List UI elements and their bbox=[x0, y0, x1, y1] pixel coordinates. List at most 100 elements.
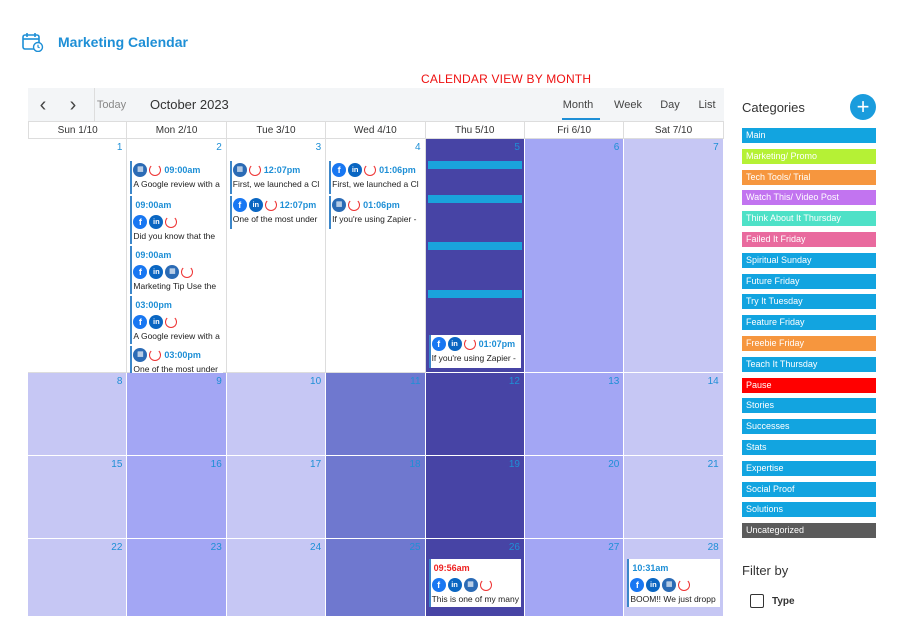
day-number[interactable]: 7 bbox=[713, 142, 719, 153]
category-item[interactable]: Try It Tuesday bbox=[742, 294, 876, 310]
day-cell[interactable]: 22 bbox=[28, 539, 128, 617]
day-cell[interactable]: 16 bbox=[127, 456, 227, 539]
event-bar[interactable] bbox=[427, 290, 522, 298]
day-cell[interactable]: 19 bbox=[425, 456, 525, 539]
category-item[interactable]: Spiritual Sunday bbox=[742, 252, 876, 268]
day-number[interactable]: 8 bbox=[116, 376, 123, 387]
day-number[interactable]: 18 bbox=[409, 459, 421, 470]
day-cell[interactable]: 12 bbox=[425, 373, 525, 456]
today-button[interactable]: Today bbox=[94, 88, 128, 121]
category-item[interactable]: Stats bbox=[742, 439, 876, 455]
day-number[interactable]: 25 bbox=[409, 542, 421, 553]
calendar-event[interactable]: ▦ 01:06pm If you're using Zapier - bbox=[329, 196, 422, 229]
calendar-event[interactable]: 10:31am f in ▦ BOOM!! We just dropp bbox=[627, 559, 720, 607]
day-number[interactable]: 3 bbox=[315, 142, 322, 153]
day-number[interactable]: 28 bbox=[707, 542, 719, 553]
day-cell[interactable]: 10 bbox=[226, 373, 327, 456]
event-bar[interactable] bbox=[427, 242, 522, 250]
filter-type-row[interactable]: Type bbox=[750, 594, 795, 608]
calendar-event[interactable]: 09:00am f in Did you know that the bbox=[130, 196, 223, 244]
category-item[interactable]: Freebie Friday bbox=[742, 335, 876, 351]
category-item[interactable]: Solutions bbox=[742, 502, 876, 518]
day-number[interactable]: 4 bbox=[415, 142, 421, 153]
day-number[interactable]: 26 bbox=[508, 542, 520, 553]
event-bar[interactable] bbox=[427, 161, 522, 169]
category-item[interactable]: Social Proof bbox=[742, 481, 876, 497]
day-cell[interactable]: 17 bbox=[226, 456, 327, 539]
view-week-button[interactable]: Week bbox=[614, 98, 642, 111]
day-number[interactable]: 5 bbox=[514, 142, 520, 153]
day-number[interactable]: 6 bbox=[613, 142, 620, 153]
day-number[interactable]: 17 bbox=[310, 459, 322, 470]
category-item[interactable]: Stories bbox=[742, 398, 876, 414]
day-number[interactable]: 21 bbox=[707, 459, 719, 470]
category-item[interactable]: Tech Tools/ Trial bbox=[742, 169, 876, 185]
day-number[interactable]: 20 bbox=[608, 459, 620, 470]
day-number[interactable]: 22 bbox=[111, 542, 123, 553]
day-number[interactable]: 11 bbox=[410, 376, 421, 387]
day-number[interactable]: 19 bbox=[508, 459, 520, 470]
view-list-button[interactable]: List bbox=[698, 98, 716, 111]
category-item[interactable]: Watch This/ Video Post bbox=[742, 190, 876, 206]
view-day-button[interactable]: Day bbox=[660, 98, 680, 111]
day-cell[interactable]: 5 f in 01:07pm If you're using Zapier - bbox=[425, 139, 525, 373]
category-item[interactable]: Marketing/ Promo bbox=[742, 148, 876, 164]
day-cell[interactable]: 1 bbox=[28, 139, 128, 373]
event-bar[interactable] bbox=[427, 195, 522, 203]
day-number[interactable]: 15 bbox=[111, 459, 123, 470]
calendar-event[interactable]: f in 01:06pm First, we launched a Cl bbox=[329, 161, 422, 194]
day-number[interactable]: 24 bbox=[310, 542, 322, 553]
day-number[interactable]: 13 bbox=[608, 376, 620, 387]
category-item[interactable]: Future Friday bbox=[742, 273, 876, 289]
day-number[interactable]: 14 bbox=[707, 376, 719, 387]
day-cell[interactable]: 7 bbox=[624, 139, 724, 373]
day-number[interactable]: 9 bbox=[216, 376, 222, 387]
day-cell[interactable]: 13 bbox=[524, 373, 625, 456]
day-cell[interactable]: 6 bbox=[524, 139, 625, 373]
add-category-button[interactable]: + bbox=[850, 94, 876, 120]
day-cell[interactable]: 27 bbox=[524, 539, 625, 617]
day-cell[interactable]: 28 10:31am f in ▦ BOOM!! We just dropp bbox=[624, 539, 724, 617]
category-item[interactable]: Think About It Thursday bbox=[742, 211, 876, 227]
day-number[interactable]: 10 bbox=[310, 376, 322, 387]
category-item[interactable]: Uncategorized bbox=[742, 523, 876, 539]
category-item[interactable]: Teach It Thursday bbox=[742, 356, 876, 372]
calendar-event[interactable]: 09:56am f in ▦ This is one of my many bbox=[428, 559, 521, 607]
calendar-event[interactable]: f in 01:07pm If you're using Zapier - bbox=[428, 335, 521, 368]
day-number[interactable]: 16 bbox=[210, 459, 222, 470]
day-cell[interactable]: 24 bbox=[226, 539, 327, 617]
calendar-event[interactable]: f in 12:07pm One of the most under bbox=[229, 196, 323, 229]
category-item[interactable]: Expertise bbox=[742, 460, 876, 476]
day-cell[interactable]: 23 bbox=[127, 539, 227, 617]
category-item[interactable]: Successes bbox=[742, 419, 876, 435]
day-cell[interactable]: 18 bbox=[326, 456, 426, 539]
day-cell[interactable]: 14 bbox=[624, 373, 724, 456]
category-item[interactable]: Pause bbox=[742, 377, 876, 393]
category-item[interactable]: Main bbox=[742, 128, 876, 143]
day-cell[interactable]: 2 ▦ 09:00am A Google review with a 09:00am f i… bbox=[127, 139, 227, 379]
day-number[interactable]: 1 bbox=[116, 142, 123, 153]
day-number[interactable]: 27 bbox=[608, 542, 620, 553]
day-cell[interactable]: 20 bbox=[524, 456, 625, 539]
day-cell[interactable]: 15 bbox=[28, 456, 128, 539]
type-checkbox[interactable] bbox=[750, 594, 764, 608]
day-number[interactable]: 2 bbox=[216, 142, 222, 153]
day-number[interactable]: 23 bbox=[210, 542, 222, 553]
calendar-event[interactable]: 09:00am f in ▦ Marketing Tip Use the bbox=[130, 246, 223, 294]
view-month-button[interactable]: Month bbox=[553, 88, 603, 121]
day-number[interactable]: 12 bbox=[508, 376, 520, 387]
prev-month-button[interactable]: ‹ bbox=[32, 88, 54, 121]
day-cell[interactable]: 3 ▦ 12:07pm First, we launched a Cl f in 12:07… bbox=[226, 139, 327, 373]
category-item[interactable]: Failed It Friday bbox=[742, 231, 876, 247]
day-cell[interactable]: 21 bbox=[624, 456, 724, 539]
day-cell[interactable]: 9 bbox=[127, 373, 227, 456]
next-month-button[interactable]: › bbox=[62, 88, 84, 121]
calendar-event[interactable]: 03:00pm f in A Google review with a bbox=[130, 296, 223, 344]
day-cell[interactable]: 26 09:56am f in ▦ This is one of my many bbox=[425, 539, 525, 617]
category-item[interactable]: Feature Friday bbox=[742, 315, 876, 331]
day-cell[interactable]: 25 bbox=[326, 539, 426, 617]
day-cell[interactable]: 8 bbox=[28, 373, 128, 456]
calendar-event[interactable]: ▦ 12:07pm First, we launched a Cl bbox=[229, 161, 323, 194]
calendar-event[interactable]: ▦ 09:00am A Google review with a bbox=[130, 161, 223, 194]
day-cell[interactable]: 4 f in 01:06pm First, we launched a Cl ▦ 01:06… bbox=[326, 139, 426, 373]
